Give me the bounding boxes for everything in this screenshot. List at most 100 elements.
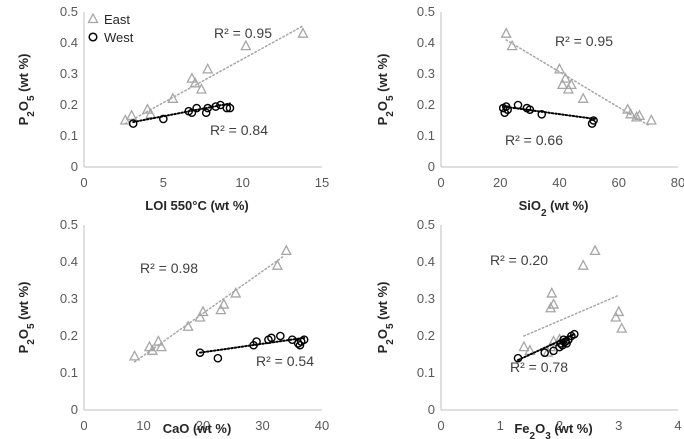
west-point	[252, 337, 261, 346]
y-tick-label: 0.3	[417, 291, 435, 306]
y-tick-label: 0.1	[60, 365, 78, 380]
east-point	[565, 78, 577, 89]
east-point	[126, 109, 138, 120]
x-tick-label: 10	[235, 175, 249, 190]
east-point	[167, 92, 179, 103]
y-tick-label: 0.3	[417, 66, 435, 81]
west-r2-label: R² = 0.66	[505, 132, 563, 148]
x-axis-label: SiO2 (wt %)	[519, 198, 589, 219]
y-axis-label: P2O5 (wt %)	[16, 54, 37, 126]
x-tick-label: 0	[437, 175, 444, 190]
west-point	[525, 105, 535, 114]
east-point	[547, 298, 560, 309]
east-point	[556, 78, 569, 89]
west-point	[276, 331, 285, 341]
east-point	[280, 244, 292, 256]
east-point	[616, 322, 628, 333]
west-point	[187, 108, 197, 118]
west-r2-label: R² = 0.78	[510, 359, 568, 375]
x-tick-label: 0	[80, 175, 87, 190]
west-r2-label: R² = 0.84	[210, 122, 268, 138]
west-point	[203, 103, 213, 113]
east-point	[622, 103, 634, 114]
east-r2-label: R² = 0.95	[214, 25, 272, 41]
east-point	[271, 259, 283, 270]
east-point	[625, 107, 637, 119]
east-point	[240, 39, 252, 51]
east-point	[630, 111, 643, 122]
west-point	[589, 116, 598, 125]
y-axis-label: P2O5 (wt %)	[375, 282, 396, 354]
x-tick-label: 3	[615, 418, 622, 433]
x-tick-label: 80	[671, 175, 684, 190]
west-point	[287, 335, 297, 345]
west-point	[513, 353, 523, 363]
west-point	[540, 348, 549, 357]
east-trendline	[124, 25, 304, 125]
y-tick-label: 0.5	[60, 4, 78, 19]
east-point	[194, 311, 206, 322]
east-r2-label: R² = 0.20	[490, 252, 548, 268]
west-point	[549, 346, 558, 356]
x-tick-label: 4	[674, 418, 681, 433]
west-point	[159, 114, 168, 124]
legend-west-marker	[88, 32, 98, 42]
y-tick-label: 0.1	[417, 365, 435, 380]
east-r2-label: R² = 0.98	[140, 260, 198, 276]
x-tick-label: 30	[255, 418, 269, 433]
east-point	[195, 83, 207, 94]
x-tick-label: 20	[196, 418, 210, 433]
east-point	[218, 298, 230, 309]
east-point	[189, 76, 201, 88]
y-tick-label: 0.4	[60, 254, 78, 269]
west-trendline	[132, 102, 231, 124]
y-tick-label: 0.5	[60, 217, 78, 232]
x-axis-label: CaO (wt %)	[163, 421, 232, 436]
east-point	[155, 340, 167, 352]
west-r2-label: R² = 0.54	[256, 353, 314, 369]
x-tick-label: 40	[552, 175, 566, 190]
panel-3: 0 0.1 0.2 0.3 0.4 0.5 0 10 20 30 40 CaO (wt %) P2O5 …	[16, 217, 329, 436]
east-point	[152, 335, 164, 346]
y-axis-label: P2O5 (wt %)	[16, 282, 37, 354]
west-point	[299, 335, 309, 345]
east-point	[589, 244, 601, 256]
x-tick-label: 15	[315, 175, 329, 190]
legend: East West	[87, 12, 134, 45]
y-tick-label: 0.1	[60, 128, 78, 143]
x-tick-label: 0	[80, 418, 87, 433]
west-point	[295, 340, 305, 350]
east-point	[613, 305, 625, 317]
y-tick-label: 0.3	[60, 66, 78, 81]
y-tick-label: 0.2	[417, 328, 435, 343]
east-point	[128, 349, 141, 361]
east-point	[182, 320, 194, 331]
x-tick-label: 5	[160, 175, 167, 190]
east-trendline	[133, 255, 285, 363]
x-tick-label: 1	[497, 418, 504, 433]
y-tick-label: 0.1	[417, 128, 435, 143]
panel-4: 0 0.1 0.2 0.3 0.4 0.5 0 1 2 3 4 Fe2O3 (wt %) P2O5 (w…	[375, 217, 682, 439]
y-tick-label: 0.5	[417, 4, 435, 19]
legend-west-label: West	[104, 30, 134, 45]
x-tick-label: 10	[136, 418, 150, 433]
x-axis-label: LOI 550°C (wt %)	[145, 198, 248, 213]
west-point	[213, 353, 223, 363]
west-point	[201, 108, 211, 118]
y-tick-label: 0.2	[60, 328, 78, 343]
east-point	[645, 114, 657, 125]
x-tick-label: 2	[556, 418, 563, 433]
east-point	[633, 109, 646, 120]
west-point	[503, 105, 512, 114]
legend-east-label: East	[104, 12, 130, 27]
east-point	[577, 92, 589, 103]
y-tick-label: 0.2	[60, 97, 78, 112]
panel-2: 0 0.1 0.2 0.3 0.4 0.5 0 20 40 60 80 SiO2 (wt %) P2O5…	[375, 4, 684, 219]
east-point	[197, 305, 209, 317]
east-point	[546, 287, 558, 298]
east-point	[500, 27, 512, 38]
east-r2-label: R² = 0.95	[555, 33, 613, 49]
y-tick-label: 0.3	[60, 291, 78, 306]
west-point	[513, 100, 523, 110]
